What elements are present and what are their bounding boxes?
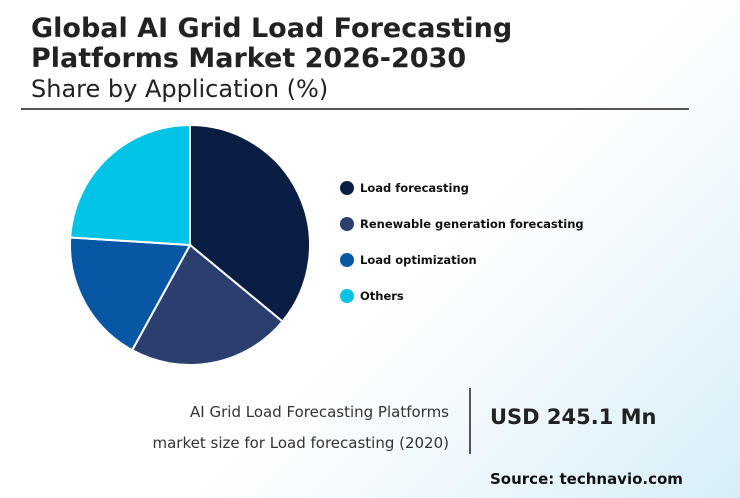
legend-item-others: Others [340,278,584,314]
header-divider [21,108,689,110]
legend-label: Load optimization [360,253,477,267]
chart-subtitle: Share by Application (%) [31,75,329,103]
stat-divider [469,388,471,454]
legend-label: Renewable generation forecasting [360,217,584,231]
legend-swatch [340,181,354,195]
legend-swatch [340,253,354,267]
pie-slice-load-forecasting [189,123,311,323]
source-credit: Source: technavio.com [490,470,683,488]
legend-swatch [340,289,354,303]
legend-label: Load forecasting [360,181,469,195]
chart-title: Global AI Grid Load Forecasting Platform… [31,13,513,74]
legend-swatch [340,217,354,231]
market-size-value: USD 245.1 Mn [490,405,657,429]
pie-slice-load-optimization [69,236,192,352]
legend-item-load-optimization: Load optimization [340,242,584,278]
legend-item-renewable-generation-forecasting: Renewable generation forecasting [340,206,584,242]
legend-label: Others [360,289,404,303]
market-size-label: AI Grid Load Forecasting Platforms marke… [100,397,450,459]
pie-chart [69,123,311,366]
pie-slice-renewable-generation-forecasting [130,243,284,366]
legend-item-load-forecasting: Load forecasting [340,170,584,206]
chart-legend: Load forecasting Renewable generation fo… [340,170,584,314]
pie-slice-others [69,123,191,247]
market-size-label-line2: market size for Load forecasting (2020) [152,434,450,452]
market-size-label-line1: AI Grid Load Forecasting Platforms [190,403,449,421]
